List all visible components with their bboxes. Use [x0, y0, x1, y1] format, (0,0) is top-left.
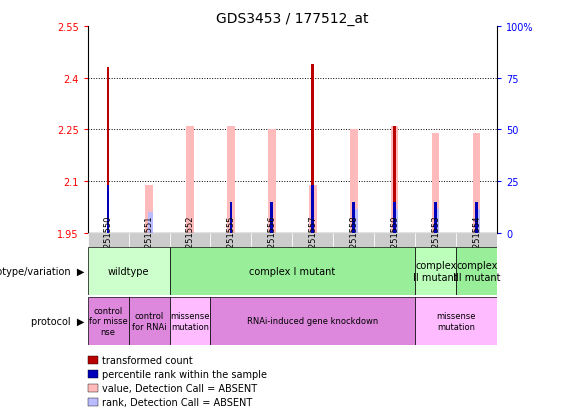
Text: complex
III mutant: complex III mutant	[453, 261, 501, 282]
Title: GDS3453 / 177512_at: GDS3453 / 177512_at	[216, 12, 368, 26]
Bar	[353, 209, 358, 233]
Bar	[107, 68, 110, 233]
Text: percentile rank within the sample: percentile rank within the sample	[102, 369, 267, 379]
Bar	[129, 233, 170, 248]
Text: wildtype: wildtype	[108, 266, 149, 277]
Bar	[186, 127, 194, 233]
Bar	[393, 127, 396, 233]
Bar	[333, 233, 374, 248]
Bar	[432, 133, 440, 233]
Bar	[415, 248, 457, 295]
Bar	[229, 206, 232, 233]
Text: protocol  ▶: protocol ▶	[32, 316, 85, 326]
Text: complex I mutant: complex I mutant	[249, 266, 336, 277]
Bar	[170, 248, 415, 295]
Bar	[251, 233, 293, 248]
Bar	[170, 233, 210, 248]
Text: control
for misse
nse: control for misse nse	[89, 306, 128, 336]
Bar	[88, 248, 170, 295]
Text: value, Detection Call = ABSENT: value, Detection Call = ABSENT	[102, 383, 257, 393]
Bar	[271, 202, 273, 233]
Bar	[211, 233, 251, 248]
Bar	[293, 233, 333, 248]
Bar	[88, 398, 98, 406]
Text: rank, Detection Call = ABSENT: rank, Detection Call = ABSENT	[102, 397, 252, 407]
Bar	[311, 65, 314, 233]
Bar	[473, 133, 480, 233]
Bar	[415, 297, 497, 345]
Bar	[434, 209, 440, 233]
Bar	[457, 233, 497, 248]
Text: GSM251553: GSM251553	[431, 215, 440, 266]
Text: GSM251551: GSM251551	[145, 216, 154, 266]
Bar	[476, 209, 480, 233]
Bar	[88, 356, 98, 364]
Bar	[145, 185, 153, 233]
Text: complex
II mutant: complex II mutant	[414, 261, 458, 282]
Bar	[268, 130, 276, 233]
Bar	[229, 202, 232, 233]
Text: GSM251554: GSM251554	[472, 216, 481, 266]
Text: GSM251550: GSM251550	[103, 216, 112, 266]
Bar	[394, 209, 398, 233]
Bar	[475, 202, 478, 233]
Bar	[350, 130, 358, 233]
Text: missense
mutation: missense mutation	[170, 311, 210, 331]
Text: GSM251552: GSM251552	[185, 216, 194, 266]
Bar	[227, 127, 234, 233]
Text: GSM251556: GSM251556	[267, 215, 276, 266]
Text: GSM251555: GSM251555	[227, 216, 236, 266]
Text: missense
mutation: missense mutation	[437, 311, 476, 331]
Text: control
for RNAi: control for RNAi	[132, 311, 166, 331]
Bar	[148, 213, 153, 233]
Bar	[353, 206, 355, 233]
Bar	[393, 202, 396, 233]
Bar	[391, 127, 398, 233]
Bar	[309, 185, 316, 233]
Bar	[88, 297, 129, 345]
Bar	[129, 297, 170, 345]
Bar	[88, 233, 129, 248]
Text: transformed count: transformed count	[102, 355, 193, 365]
Text: RNAi-induced gene knockdown: RNAi-induced gene knockdown	[247, 317, 379, 325]
Bar	[170, 297, 210, 345]
Bar	[88, 370, 98, 378]
Bar	[457, 248, 497, 295]
Bar	[211, 297, 415, 345]
Bar	[88, 384, 98, 392]
Bar	[107, 185, 110, 233]
Text: genotype/variation  ▶: genotype/variation ▶	[0, 266, 85, 277]
Text: GSM251558: GSM251558	[349, 215, 358, 266]
Bar	[434, 202, 437, 233]
Bar	[353, 202, 355, 233]
Bar	[415, 233, 457, 248]
Bar	[374, 233, 415, 248]
Text: GSM251559: GSM251559	[390, 216, 399, 266]
Bar	[311, 185, 314, 233]
Text: GSM251557: GSM251557	[308, 215, 318, 266]
